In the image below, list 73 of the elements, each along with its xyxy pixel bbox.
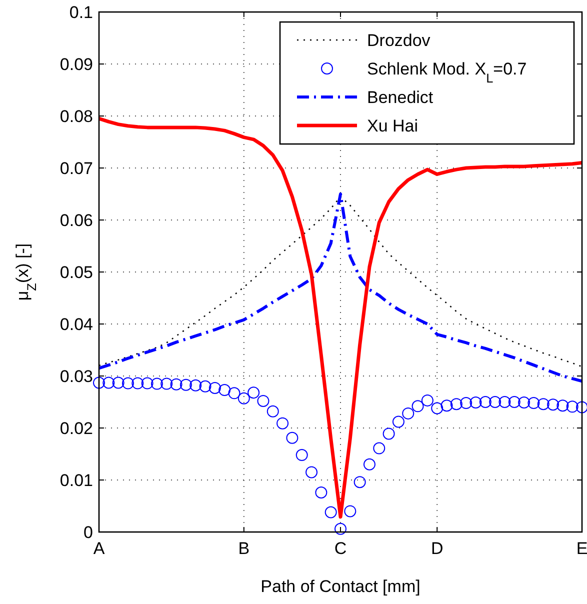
point bbox=[306, 466, 318, 478]
x-tick-label: A bbox=[93, 539, 106, 558]
point bbox=[296, 449, 308, 462]
point bbox=[248, 386, 260, 399]
point bbox=[498, 396, 511, 408]
point bbox=[479, 396, 492, 408]
point bbox=[132, 377, 144, 390]
point bbox=[431, 402, 444, 414]
point bbox=[208, 382, 221, 394]
point bbox=[344, 505, 356, 518]
point bbox=[228, 387, 240, 400]
y-tick-label: 0.05 bbox=[60, 263, 93, 282]
point bbox=[373, 442, 386, 454]
point bbox=[489, 396, 502, 408]
point bbox=[276, 417, 289, 430]
point bbox=[556, 400, 569, 412]
legend-label: Schlenk Mod. X$_{L}$=0.7 bbox=[367, 60, 527, 85]
point bbox=[421, 394, 434, 406]
point bbox=[518, 396, 530, 409]
x-tick-label: E bbox=[576, 539, 587, 558]
y-tick-label: 0.08 bbox=[60, 107, 93, 126]
y-tick-label: 0.04 bbox=[60, 315, 93, 334]
line-series bbox=[97, 116, 584, 519]
point bbox=[286, 432, 298, 444]
point bbox=[266, 405, 279, 418]
y-tick-label: 0.09 bbox=[60, 55, 93, 74]
legend-label: Drozdov bbox=[367, 31, 431, 50]
point bbox=[402, 407, 414, 420]
point bbox=[160, 378, 173, 390]
point bbox=[363, 458, 376, 470]
point bbox=[528, 397, 540, 410]
point bbox=[102, 376, 115, 389]
legend-label: Xu Hai bbox=[367, 116, 418, 136]
point bbox=[334, 522, 346, 535]
point bbox=[440, 400, 453, 412]
point bbox=[537, 398, 550, 410]
point bbox=[180, 378, 192, 391]
point bbox=[470, 396, 482, 409]
x-tick-label: D bbox=[430, 539, 444, 558]
y-tick-label: 0.1 bbox=[69, 3, 93, 22]
legend-label: Benedict bbox=[367, 88, 434, 107]
point bbox=[566, 400, 578, 413]
y-tick-label: 0.07 bbox=[60, 159, 93, 178]
point bbox=[257, 394, 270, 407]
x-tick-label: C bbox=[334, 539, 347, 558]
point bbox=[112, 376, 124, 389]
point bbox=[547, 398, 560, 411]
point bbox=[141, 377, 154, 390]
point bbox=[93, 376, 105, 389]
point bbox=[354, 476, 366, 488]
y-tick-label: 0 bbox=[84, 523, 93, 542]
point bbox=[238, 392, 250, 404]
point bbox=[218, 384, 231, 396]
point bbox=[324, 506, 337, 518]
point bbox=[315, 486, 328, 498]
point bbox=[199, 380, 212, 392]
point bbox=[412, 400, 424, 412]
point bbox=[150, 378, 163, 390]
point bbox=[508, 396, 520, 408]
point bbox=[460, 397, 472, 410]
x-tick-label: B bbox=[238, 539, 250, 558]
y-tick-label: 0.06 bbox=[60, 211, 93, 230]
y-tick-label: 0.02 bbox=[60, 419, 93, 438]
point bbox=[450, 398, 462, 410]
y-tick-label: 0.03 bbox=[60, 367, 93, 386]
point bbox=[576, 401, 587, 414]
point bbox=[122, 377, 134, 390]
point bbox=[190, 379, 202, 392]
point bbox=[382, 428, 395, 440]
x-axis-title: Path of Contact [mm] bbox=[260, 577, 420, 596]
point bbox=[170, 378, 182, 390]
point bbox=[392, 416, 404, 428]
y-tick-label: 0.01 bbox=[60, 471, 93, 490]
